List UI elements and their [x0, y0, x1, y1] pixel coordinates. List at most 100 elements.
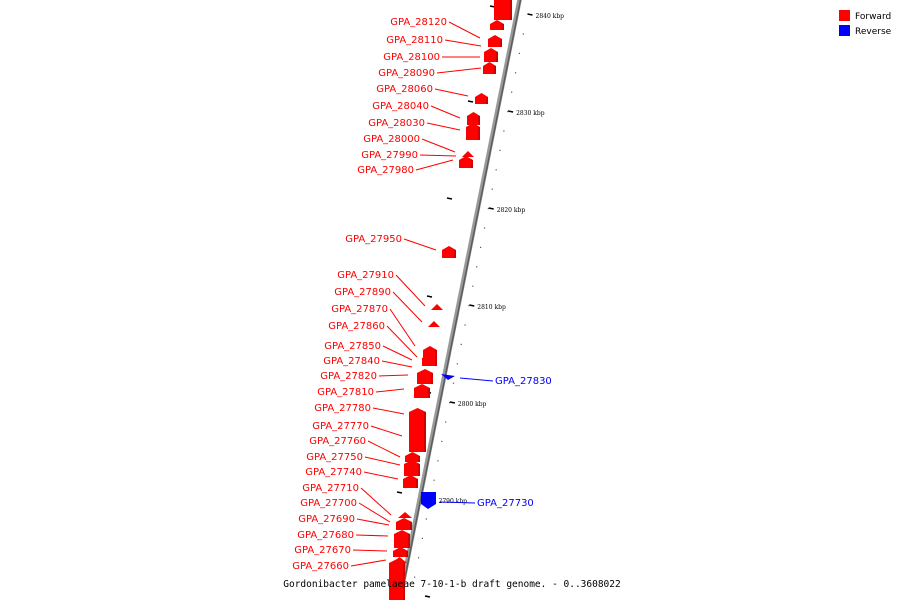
gene-arrow[interactable] [394, 530, 410, 548]
gene-label[interactable]: GPA_27770 [312, 421, 369, 432]
gene-label[interactable]: GPA_27670 [294, 545, 351, 556]
leader-line [378, 374, 409, 377]
gene-arrow[interactable] [462, 151, 474, 157]
gene-label[interactable]: GPA_27860 [328, 321, 385, 332]
gene-arrow[interactable] [483, 62, 496, 74]
gene-arrow[interactable] [403, 475, 418, 488]
tick-label: 2810 kbp [477, 304, 506, 311]
gene-label[interactable]: GPA_28110 [386, 35, 443, 46]
gene-label[interactable]: GPA_27740 [305, 467, 362, 478]
leader-line [370, 425, 403, 437]
tick-major [488, 207, 494, 210]
gene-arrow[interactable] [490, 20, 504, 30]
tick-label: 2800 kbp [458, 401, 487, 408]
gene-label[interactable]: GPA_27830 [495, 376, 552, 387]
gene-label[interactable]: GPA_27910 [337, 270, 394, 281]
leader-line [430, 105, 461, 119]
leader-line [389, 308, 416, 347]
gene-arrow[interactable] [442, 246, 456, 258]
gene-label[interactable]: GPA_27690 [298, 514, 355, 525]
gene-label[interactable]: GPA_27980 [357, 165, 414, 176]
gene-label[interactable]: GPA_27820 [320, 371, 377, 382]
gene-label[interactable]: GPA_27700 [300, 498, 357, 509]
gene-arrow[interactable] [466, 123, 480, 140]
tick-major-left [446, 197, 453, 200]
leader-line [381, 360, 413, 368]
gene-arrow[interactable] [409, 408, 426, 452]
gene-label[interactable]: GPA_27760 [309, 436, 366, 447]
gene-label[interactable]: GPA_27840 [323, 356, 380, 367]
gene-label[interactable]: GPA_27750 [306, 452, 363, 463]
backbone-line [397, 0, 522, 600]
legend-label-reverse: Reverse [855, 27, 892, 37]
leader-line [426, 122, 461, 131]
leader-line [358, 502, 391, 523]
leader-line [448, 21, 481, 39]
gene-label[interactable]: GPA_28000 [363, 134, 420, 145]
leader-line [419, 154, 457, 157]
gene-labels: GPA_28120 GPA_28110 GPA_28100 GPA_28090 GPA_… [292, 17, 552, 572]
leader-line [421, 138, 456, 153]
tick-major-left [424, 595, 431, 598]
leader-line [459, 377, 494, 382]
gene-arrow[interactable] [404, 460, 420, 476]
gene-arrow[interactable] [396, 518, 412, 530]
gene-label[interactable]: GPA_27780 [314, 403, 371, 414]
gene-label[interactable]: GPA_27890 [334, 287, 391, 298]
genome-caption: Gordonibacter pamelaeae 7-10-1-b draft g… [283, 579, 620, 590]
gene-label[interactable]: GPA_27870 [331, 304, 388, 315]
leader-line [352, 549, 388, 552]
tick-major-left [467, 100, 474, 103]
leader-line [364, 456, 401, 466]
gene-label[interactable]: GPA_28120 [390, 17, 447, 28]
gene-label[interactable]: GPA_27990 [361, 150, 418, 161]
backbone-line-shadow [399, 0, 522, 600]
gene-label[interactable]: GPA_28030 [368, 118, 425, 129]
gene-arrow[interactable] [484, 48, 498, 62]
gene-label[interactable]: GPA_27710 [302, 483, 359, 494]
gene-label[interactable]: GPA_27850 [324, 341, 381, 352]
gene-label[interactable]: GPA_28040 [372, 101, 429, 112]
gene-label[interactable]: GPA_27730 [477, 498, 534, 509]
gene-arrow[interactable] [423, 346, 437, 358]
gene-arrow[interactable] [422, 354, 437, 366]
gene-label[interactable]: GPA_27680 [297, 530, 354, 541]
gene-arrow[interactable] [431, 304, 443, 310]
legend: Forward Reverse [839, 10, 892, 37]
gene-arrow[interactable] [389, 559, 405, 600]
gene-arrow-reverse[interactable] [441, 374, 455, 380]
tick-major [449, 401, 456, 404]
gene-arrow[interactable] [393, 547, 408, 557]
gene-arrow[interactable] [414, 384, 430, 398]
gene-arrow[interactable] [417, 369, 433, 384]
gene-label[interactable]: GPA_28090 [378, 68, 435, 79]
leader-line [355, 534, 389, 537]
legend-swatch-reverse [839, 25, 850, 36]
gene-arrow-reverse[interactable] [421, 492, 436, 509]
gene-label[interactable]: GPA_27810 [317, 387, 374, 398]
gene-arrow[interactable] [467, 112, 480, 125]
tick-major-left [396, 491, 403, 494]
gene-label[interactable]: GPA_28100 [383, 52, 440, 63]
gene-arrow[interactable] [488, 35, 502, 47]
leader-line [356, 518, 390, 526]
leader-line [375, 388, 405, 393]
genome-backbone [397, 0, 522, 600]
gene-arrow[interactable] [398, 512, 412, 518]
gene-label[interactable]: GPA_27950 [345, 234, 402, 245]
gene-label[interactable]: GPA_27660 [292, 561, 349, 572]
gene-label[interactable]: GPA_28060 [376, 84, 433, 95]
gene-arrow-top[interactable] [494, 0, 512, 20]
gene-arrow[interactable] [405, 452, 420, 462]
leader-line [386, 325, 418, 358]
tick-major [527, 13, 533, 16]
gene-arrow[interactable] [475, 93, 488, 104]
leader-line [444, 39, 482, 47]
tick-major-left [426, 295, 433, 298]
gene-arrow[interactable] [459, 156, 473, 168]
leader-line [392, 291, 423, 323]
leader-line [372, 407, 405, 415]
gene-arrow[interactable] [428, 321, 440, 327]
legend-label-forward: Forward [855, 12, 891, 22]
